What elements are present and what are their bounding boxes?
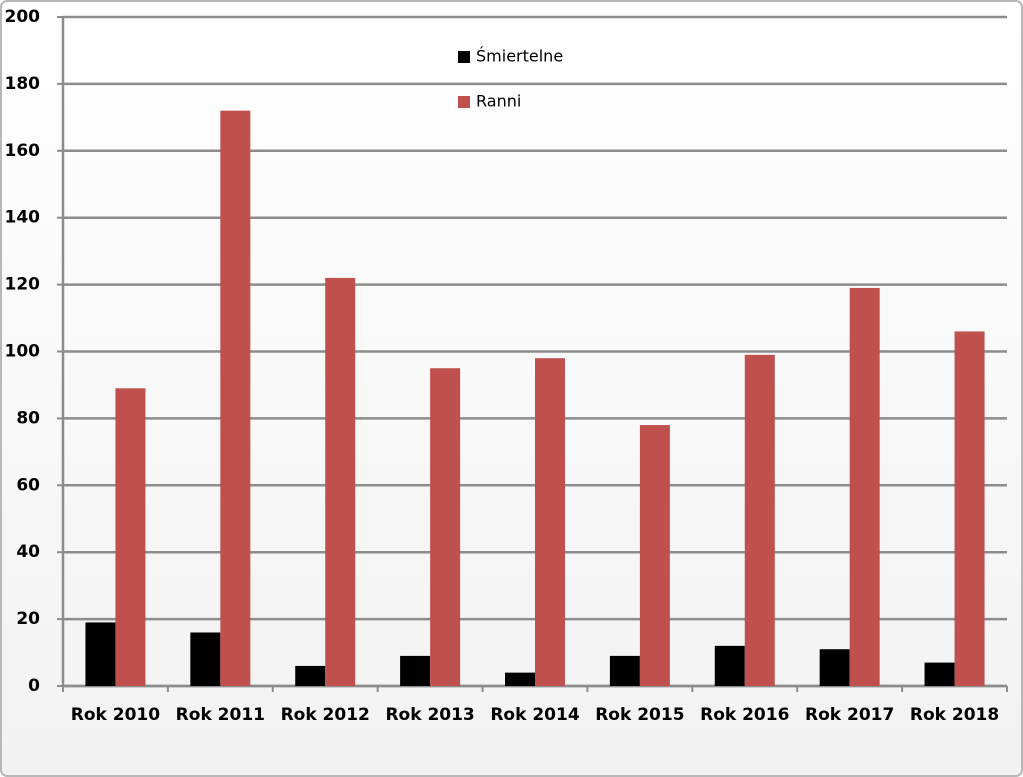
bar [400, 655, 431, 686]
x-tick-label: Rok 2017 [805, 705, 894, 725]
bar [85, 622, 116, 686]
x-tick-label: Rok 2010 [71, 705, 160, 725]
y-tick-label: 60 [16, 475, 40, 495]
legend-swatch [458, 96, 470, 108]
x-tick-label: Rok 2011 [176, 705, 265, 725]
x-tick-label: Rok 2018 [910, 705, 999, 725]
bar [954, 331, 985, 686]
bar [639, 425, 670, 686]
bar [325, 277, 356, 686]
x-tick-label: Rok 2014 [490, 705, 579, 725]
bar [535, 358, 565, 686]
bar [714, 645, 745, 686]
x-tick-label: Rok 2016 [700, 705, 789, 725]
y-tick-label: 140 [5, 208, 41, 228]
legend-label: Śmiertelne [476, 47, 563, 66]
bar [609, 655, 640, 686]
x-tick-label: Rok 2015 [595, 705, 684, 725]
bar [744, 354, 775, 686]
x-tick-label: Rok 2012 [281, 705, 370, 725]
bar [849, 287, 880, 686]
y-tick-label: 180 [5, 74, 41, 94]
y-tick-label: 40 [16, 542, 40, 562]
y-tick-label: 160 [5, 141, 41, 161]
bar [220, 110, 251, 686]
y-tick-label: 120 [5, 275, 41, 295]
bar [190, 632, 221, 686]
bar [115, 388, 146, 686]
bar [819, 649, 850, 686]
bar [295, 665, 326, 686]
y-tick-label: 80 [16, 408, 40, 428]
legend-label: Ranni [476, 92, 521, 111]
bar [505, 672, 535, 686]
legend-swatch [458, 51, 470, 63]
y-tick-label: 0 [28, 676, 40, 696]
bar [430, 368, 461, 686]
y-tick-label: 100 [5, 342, 41, 362]
x-tick-label: Rok 2013 [385, 705, 474, 725]
y-tick-label: 20 [16, 609, 40, 629]
y-tick-label: 200 [5, 7, 41, 27]
bar [924, 662, 955, 686]
